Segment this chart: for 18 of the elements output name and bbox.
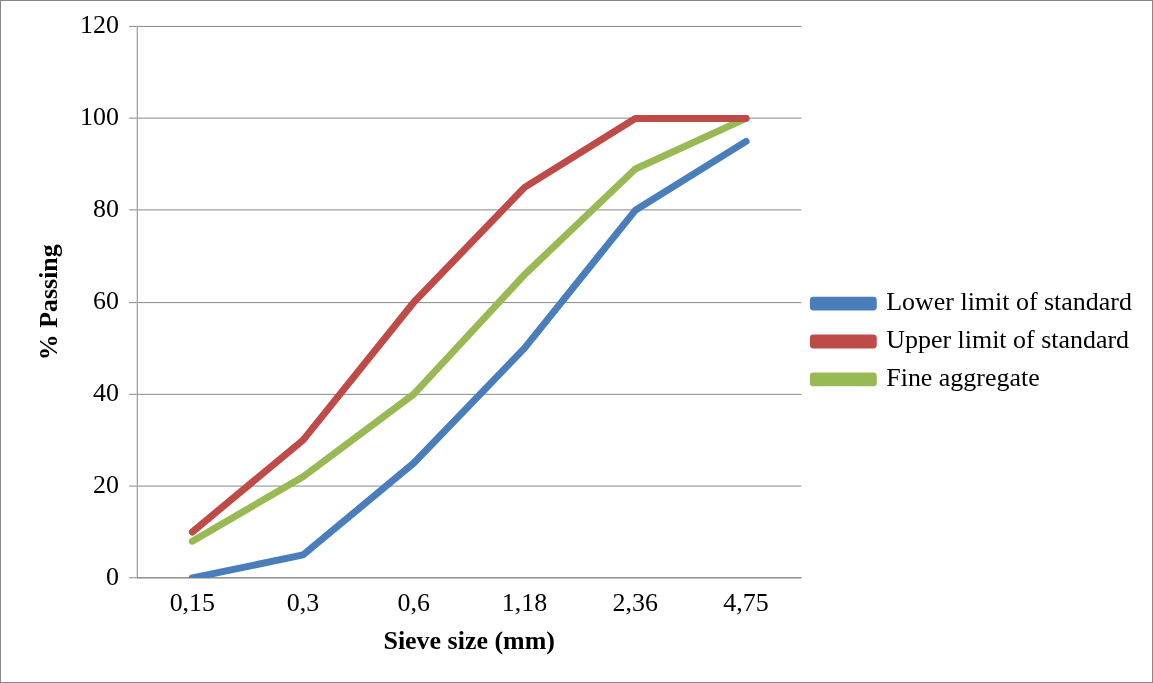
legend-label: Upper limit of standard [886, 325, 1130, 355]
y-axis-title: % Passing [34, 244, 64, 361]
y-tick-label: 80 [93, 194, 119, 224]
x-axis-title: Sieve size (mm) [383, 626, 555, 656]
y-tick-label: 40 [93, 377, 119, 407]
y-tick-label: 60 [93, 286, 119, 316]
x-tick-label: 2,36 [612, 588, 659, 618]
y-tick-label: 120 [80, 10, 119, 40]
x-tick-label: 0,3 [286, 588, 320, 618]
x-tick-label: 0,6 [397, 588, 431, 618]
legend-label: Lower limit of standard [886, 287, 1132, 317]
y-tick-label: 20 [93, 469, 119, 499]
x-tick-label: 4,75 [723, 588, 769, 618]
y-tick-label: 100 [80, 102, 119, 132]
y-tick-label: 0 [106, 561, 119, 591]
legend-label: Fine aggregate [886, 363, 1040, 393]
x-tick-label: 0,15 [169, 588, 216, 618]
x-tick-label: 1,18 [501, 588, 548, 618]
